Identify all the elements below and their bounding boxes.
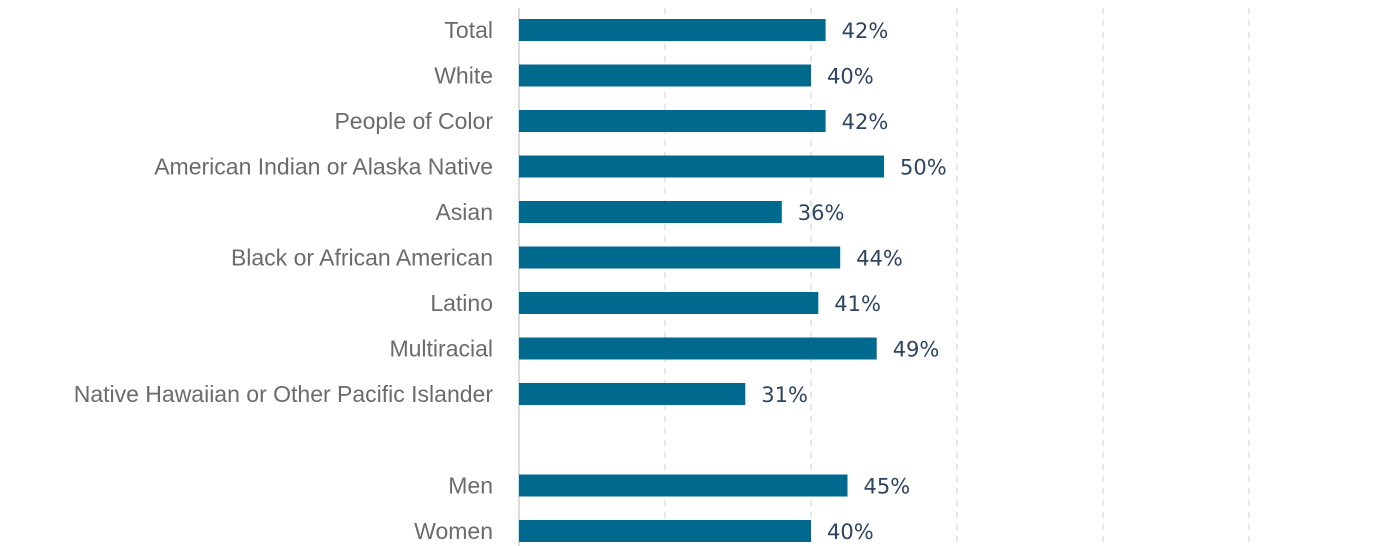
bar xyxy=(519,474,848,497)
category-label: White xyxy=(434,63,493,89)
category-label: People of Color xyxy=(334,108,493,134)
bar xyxy=(519,201,782,223)
category-label: Asian xyxy=(435,199,493,225)
value-label: 40% xyxy=(827,65,874,89)
value-label: 31% xyxy=(761,383,808,407)
category-label: Black or African American xyxy=(231,245,493,271)
value-label: 45% xyxy=(864,475,911,499)
gridlines xyxy=(518,8,1250,546)
category-label: American Indian or Alaska Native xyxy=(154,154,493,180)
value-label: 42% xyxy=(842,19,889,43)
value-label: 44% xyxy=(856,247,903,271)
bar xyxy=(519,246,841,269)
labels: Total 42% White 40% People of Color 42% Americ… xyxy=(74,17,947,544)
value-label: 40% xyxy=(827,520,874,544)
bar xyxy=(519,520,811,542)
value-label: 41% xyxy=(834,292,881,316)
category-label: Native Hawaiian or Other Pacific Islande… xyxy=(74,381,494,407)
category-label: Women xyxy=(414,518,493,544)
bars xyxy=(519,19,884,542)
value-label: 42% xyxy=(842,110,889,134)
bar xyxy=(519,155,884,178)
bar xyxy=(519,292,819,314)
category-label: Latino xyxy=(430,290,493,316)
category-label: Total xyxy=(444,17,493,43)
bar xyxy=(519,337,877,360)
value-label: 50% xyxy=(900,156,947,180)
value-label: 49% xyxy=(893,338,940,362)
category-label: Men xyxy=(448,473,493,499)
bar xyxy=(519,110,826,132)
value-label: 36% xyxy=(798,201,845,225)
bar xyxy=(519,383,746,405)
bar xyxy=(519,64,811,87)
bar xyxy=(519,19,826,41)
category-label: Multiracial xyxy=(389,336,493,362)
